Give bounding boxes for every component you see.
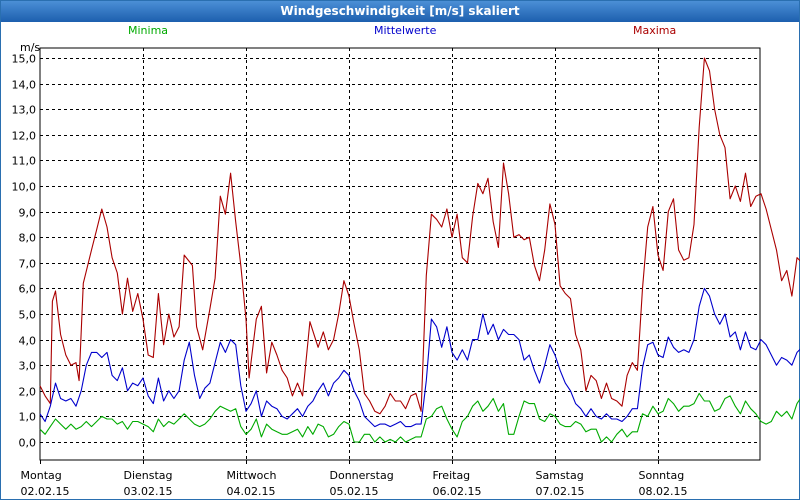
y-tick-label: 6,0 <box>19 283 37 296</box>
y-axis-unit: m/s <box>20 41 41 54</box>
y-tick-label: 0,0 <box>19 437 37 450</box>
legend-minima: Minima <box>128 24 169 37</box>
x-tick-date: 03.02.15 <box>124 485 173 498</box>
x-tick-date: 06.02.15 <box>433 485 482 498</box>
x-tick-day: Samstag <box>536 469 584 482</box>
x-tick-day: Freitag <box>433 469 471 482</box>
y-tick-label: 11,0 <box>12 155 37 168</box>
y-tick-label: 7,0 <box>19 258 37 271</box>
series-line-mittelwerte <box>39 287 800 428</box>
y-tick-label: 2,0 <box>19 386 37 399</box>
y-tick-label: 5,0 <box>19 309 37 322</box>
y-tick-label: 13,0 <box>12 104 37 117</box>
y-tick-label: 8,0 <box>19 232 37 245</box>
legend-mittelwerte: Mittelwerte <box>374 24 437 37</box>
y-tick-label: 9,0 <box>19 207 37 220</box>
x-tick-day: Mittwoch <box>227 469 277 482</box>
y-tick-label: 12,0 <box>12 130 37 143</box>
series-line-maxima <box>39 57 800 415</box>
y-tick-label: 15,0 <box>12 53 37 66</box>
x-tick-day: Donnerstag <box>330 469 394 482</box>
x-tick-date: 04.02.15 <box>227 485 276 498</box>
y-tick-label: 4,0 <box>19 335 37 348</box>
x-tick-date: 02.02.15 <box>21 485 70 498</box>
plot-frame <box>39 47 761 461</box>
legend-maxima: Maxima <box>633 24 677 37</box>
y-tick-label: 1,0 <box>19 411 37 424</box>
x-tick-date: 05.02.15 <box>330 485 379 498</box>
y-tick-label: 10,0 <box>12 181 37 194</box>
x-tick-date: 08.02.15 <box>639 485 688 498</box>
y-tick-label: 14,0 <box>12 79 37 92</box>
series-line-minima <box>39 392 800 443</box>
x-tick-day: Montag <box>21 469 62 482</box>
y-tick-label: 3,0 <box>19 360 37 373</box>
x-tick-day: Sonntag <box>639 469 685 482</box>
x-tick-date: 07.02.15 <box>536 485 585 498</box>
x-tick-day: Dienstag <box>124 469 173 482</box>
window-title: Windgeschwindigkeit [m/s] skaliert <box>1 1 799 22</box>
